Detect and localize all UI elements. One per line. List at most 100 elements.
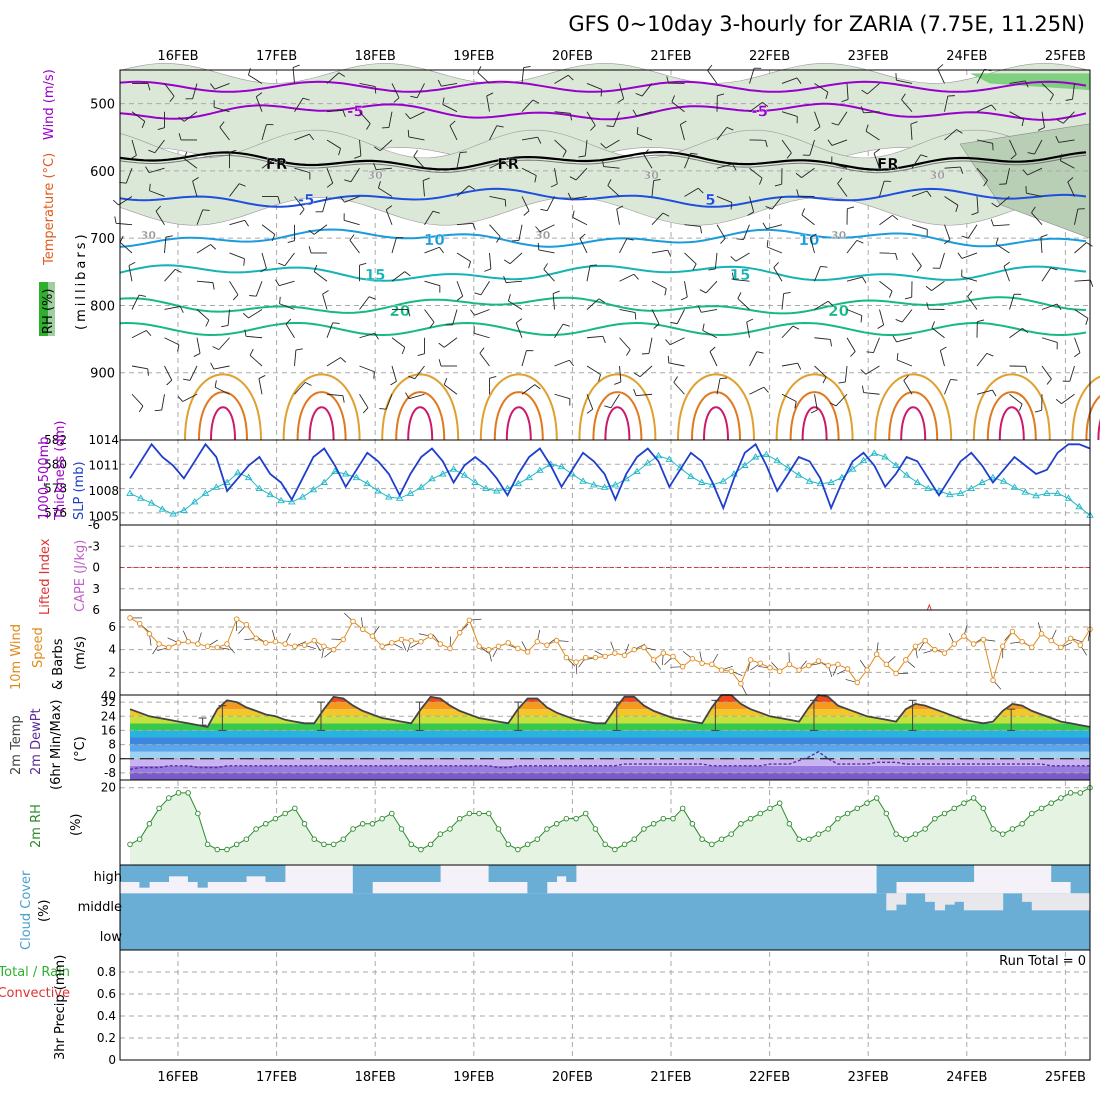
wind-barb [579,233,586,239]
wind10m-label-c: & Barbs [51,638,66,690]
high-cloud-bar [905,865,916,882]
boundary-layer-contour [1097,418,1100,441]
wind-barb [605,139,620,149]
high-cloud-bar [391,865,402,882]
wind-barb [543,263,548,270]
wind-barb [801,214,815,226]
slp-tick: 1011 [88,459,119,473]
rh-point [418,846,424,853]
boundary-layer-contour [986,391,1037,441]
precip-axis-label: 3hr Precip (mm) [53,955,68,1060]
high-cloud-bar [556,865,567,877]
mid-cloud-gap [1070,893,1081,911]
wind-barb [598,298,606,303]
temperature-fill [130,695,1090,780]
wind-barb [546,196,555,211]
wind-barb [956,129,963,134]
rh-point [534,836,541,842]
high-cloud-bar [352,865,363,894]
wind-barb [879,309,885,326]
wind-barb [518,224,523,241]
temperature-band [130,695,1090,703]
high-cloud-bar [1070,865,1081,894]
wind-barb [407,309,411,317]
wind-barb [456,222,473,226]
wind-barb [332,322,340,324]
wind-barb [732,163,737,171]
thickness-point [590,481,598,488]
wind-barb [680,296,688,301]
chart-title: GFS 0~10day 3-hourly for ZARIA (7.75E, 1… [568,12,1085,36]
wind-barb [841,98,849,103]
wind-barb [210,362,215,370]
wind-barb [598,374,602,382]
wind-speed-point [825,662,831,669]
wind-speed-point [573,659,579,665]
wind-speed-point [253,635,259,642]
wind-barb [633,388,637,396]
wind-barb [138,294,146,297]
wind-barb [667,355,670,363]
wind-barb [651,180,655,197]
rh-point [670,815,676,822]
wind-barb [1069,365,1075,382]
high-cloud-bar [420,865,431,882]
wind-barb [116,222,133,226]
wind-barb [1025,366,1028,374]
temperature-contour [119,228,1087,248]
thickness-point [385,493,393,500]
wind-barb [1067,177,1074,183]
wind-barb [697,187,704,194]
wind-barb [992,389,997,397]
thickness-point [298,493,307,500]
slp-tick: 1008 [88,484,119,498]
wind-speed-point [999,643,1006,650]
mid-cloud-gap [1031,893,1042,911]
wind-barb [554,139,567,152]
wind-barb [373,162,377,170]
precip-legend-total: Total / Rain [0,965,70,980]
wind-barb [177,344,180,352]
wind-barb [249,348,254,356]
wind-speed-point [641,644,647,651]
thickness-point [967,484,976,492]
wind-speed-point [1048,637,1054,644]
wind-barb [639,365,653,378]
wind-barb [1067,181,1075,197]
wind-barb [470,309,475,316]
wind-barb [1031,212,1043,226]
wind-barb [255,92,263,98]
rh-point [301,821,308,827]
wind-barb [856,239,864,244]
boundary-layer-contour [775,373,854,441]
wind-speed-point [524,649,531,655]
wind-barb [814,337,831,340]
wind-barb [511,239,519,242]
wind-barb [901,93,906,100]
wind-barb [523,65,531,68]
wind-barb [684,153,691,169]
wind-barb [716,378,721,395]
rh-line [129,787,1091,851]
wind-speed-point [699,660,705,667]
bottom-date-tick: 22FEB [749,1070,790,1085]
rh-point [233,841,240,848]
wind-barb [667,250,672,257]
thickness-point [611,481,620,488]
wind-barb [850,351,856,357]
wind-barb [1086,242,1093,247]
wind-barb [844,365,848,382]
rh-point [1048,800,1054,806]
mid-cloud-gap [886,893,897,911]
wind-barb [141,121,146,129]
thickness-point [924,484,932,492]
wind-barb [651,280,667,289]
wind-barb [634,312,637,320]
wind-barb [860,369,867,375]
wind-barb [164,365,173,381]
boundary-layer-contour [505,406,532,441]
temp-tick: -8 [104,766,116,780]
wind-barb [424,246,440,254]
wind-barb [393,97,400,103]
